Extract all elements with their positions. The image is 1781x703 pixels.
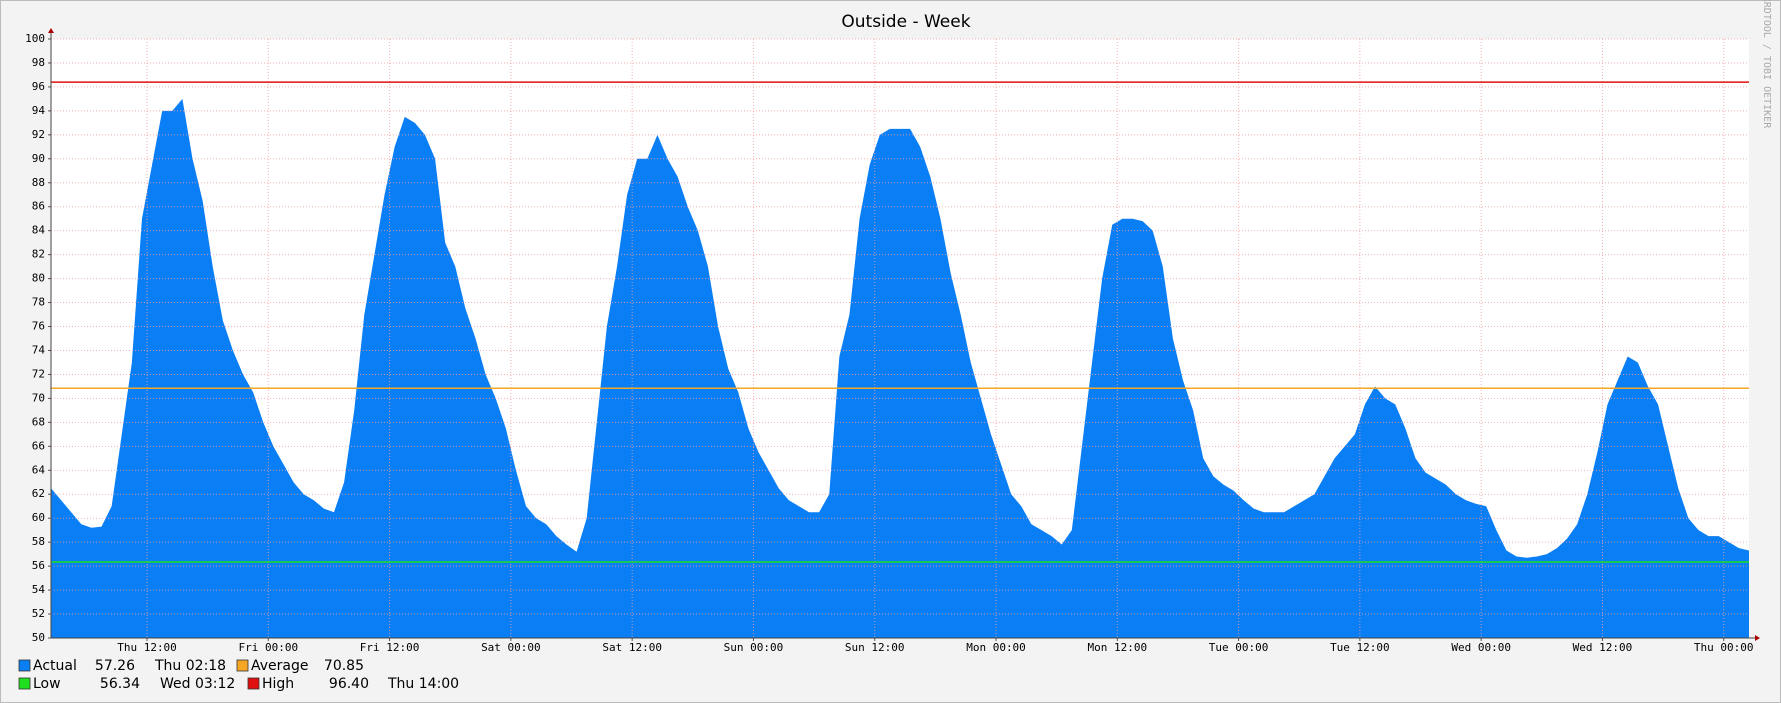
- area: [51, 98, 1749, 638]
- y-tick-label: 82: [32, 248, 45, 261]
- legend-swatch: [18, 659, 31, 672]
- watermark: RRDTOOL / TOBI OETIKER: [1761, 0, 1772, 129]
- y-tick-label: 58: [32, 535, 45, 548]
- y-tick-label: 90: [32, 152, 45, 165]
- y-tick-label: 92: [32, 128, 45, 141]
- legend-time: Thu 02:18: [154, 658, 226, 674]
- x-tick-label: Tue 12:00: [1330, 641, 1390, 654]
- axis-arrow: [48, 28, 54, 33]
- y-tick-label: 86: [32, 200, 45, 213]
- y-tick-label: 76: [32, 320, 45, 333]
- legend-label: Low: [33, 676, 61, 692]
- axis-arrow: [1755, 635, 1760, 641]
- legend-swatch: [18, 677, 31, 690]
- x-tick-label: Thu 12:00: [117, 641, 177, 654]
- legend-label: Actual: [33, 658, 77, 674]
- x-tick-label: Sat 00:00: [481, 641, 541, 654]
- y-tick-label: 88: [32, 176, 45, 189]
- y-tick-label: 68: [32, 415, 45, 428]
- x-tick-label: Wed 00:00: [1451, 641, 1511, 654]
- x-tick-label: Fri 00:00: [238, 641, 298, 654]
- y-tick-label: 60: [32, 511, 45, 524]
- y-tick-label: 78: [32, 296, 45, 309]
- x-tick-label: Sun 00:00: [724, 641, 784, 654]
- legend-value: 96.40: [329, 676, 369, 692]
- x-tick-label: Thu 00:00: [1694, 641, 1754, 654]
- legend-swatch: [247, 677, 260, 690]
- y-tick-label: 84: [32, 224, 46, 237]
- y-tick-label: 96: [32, 80, 45, 93]
- y-tick-label: 54: [32, 583, 46, 596]
- y-tick-label: 64: [32, 463, 46, 476]
- y-tick-label: 74: [32, 343, 46, 356]
- legend-label: High: [262, 676, 294, 692]
- y-tick-label: 56: [32, 559, 45, 572]
- y-tick-label: 66: [32, 439, 45, 452]
- legend-value: 57.26: [95, 658, 135, 674]
- x-tick-label: Fri 12:00: [360, 641, 420, 654]
- x-tick-label: Tue 00:00: [1209, 641, 1269, 654]
- y-tick-label: 80: [32, 272, 45, 285]
- legend-time: Thu 14:00: [387, 676, 459, 692]
- x-tick-label: Mon 12:00: [1087, 641, 1147, 654]
- legend-time: Wed 03:12: [160, 676, 235, 692]
- legend-swatch: [236, 659, 249, 672]
- legend-label: Average: [251, 658, 309, 674]
- x-tick-label: Sun 12:00: [845, 641, 905, 654]
- y-tick-label: 70: [32, 391, 45, 404]
- y-tick-label: 98: [32, 56, 45, 69]
- x-tick-label: Wed 12:00: [1573, 641, 1633, 654]
- y-tick-label: 100: [25, 32, 45, 45]
- y-tick-label: 50: [32, 631, 45, 644]
- y-tick-label: 94: [32, 104, 46, 117]
- y-tick-label: 52: [32, 607, 45, 620]
- x-tick-label: Mon 00:00: [966, 641, 1026, 654]
- x-tick-label: Sat 12:00: [602, 641, 662, 654]
- legend-value: 56.34: [100, 676, 140, 692]
- y-tick-label: 72: [32, 367, 45, 380]
- legend-value: 70.85: [324, 658, 364, 674]
- chart-title: Outside - Week: [841, 12, 970, 32]
- y-tick-label: 62: [32, 487, 45, 500]
